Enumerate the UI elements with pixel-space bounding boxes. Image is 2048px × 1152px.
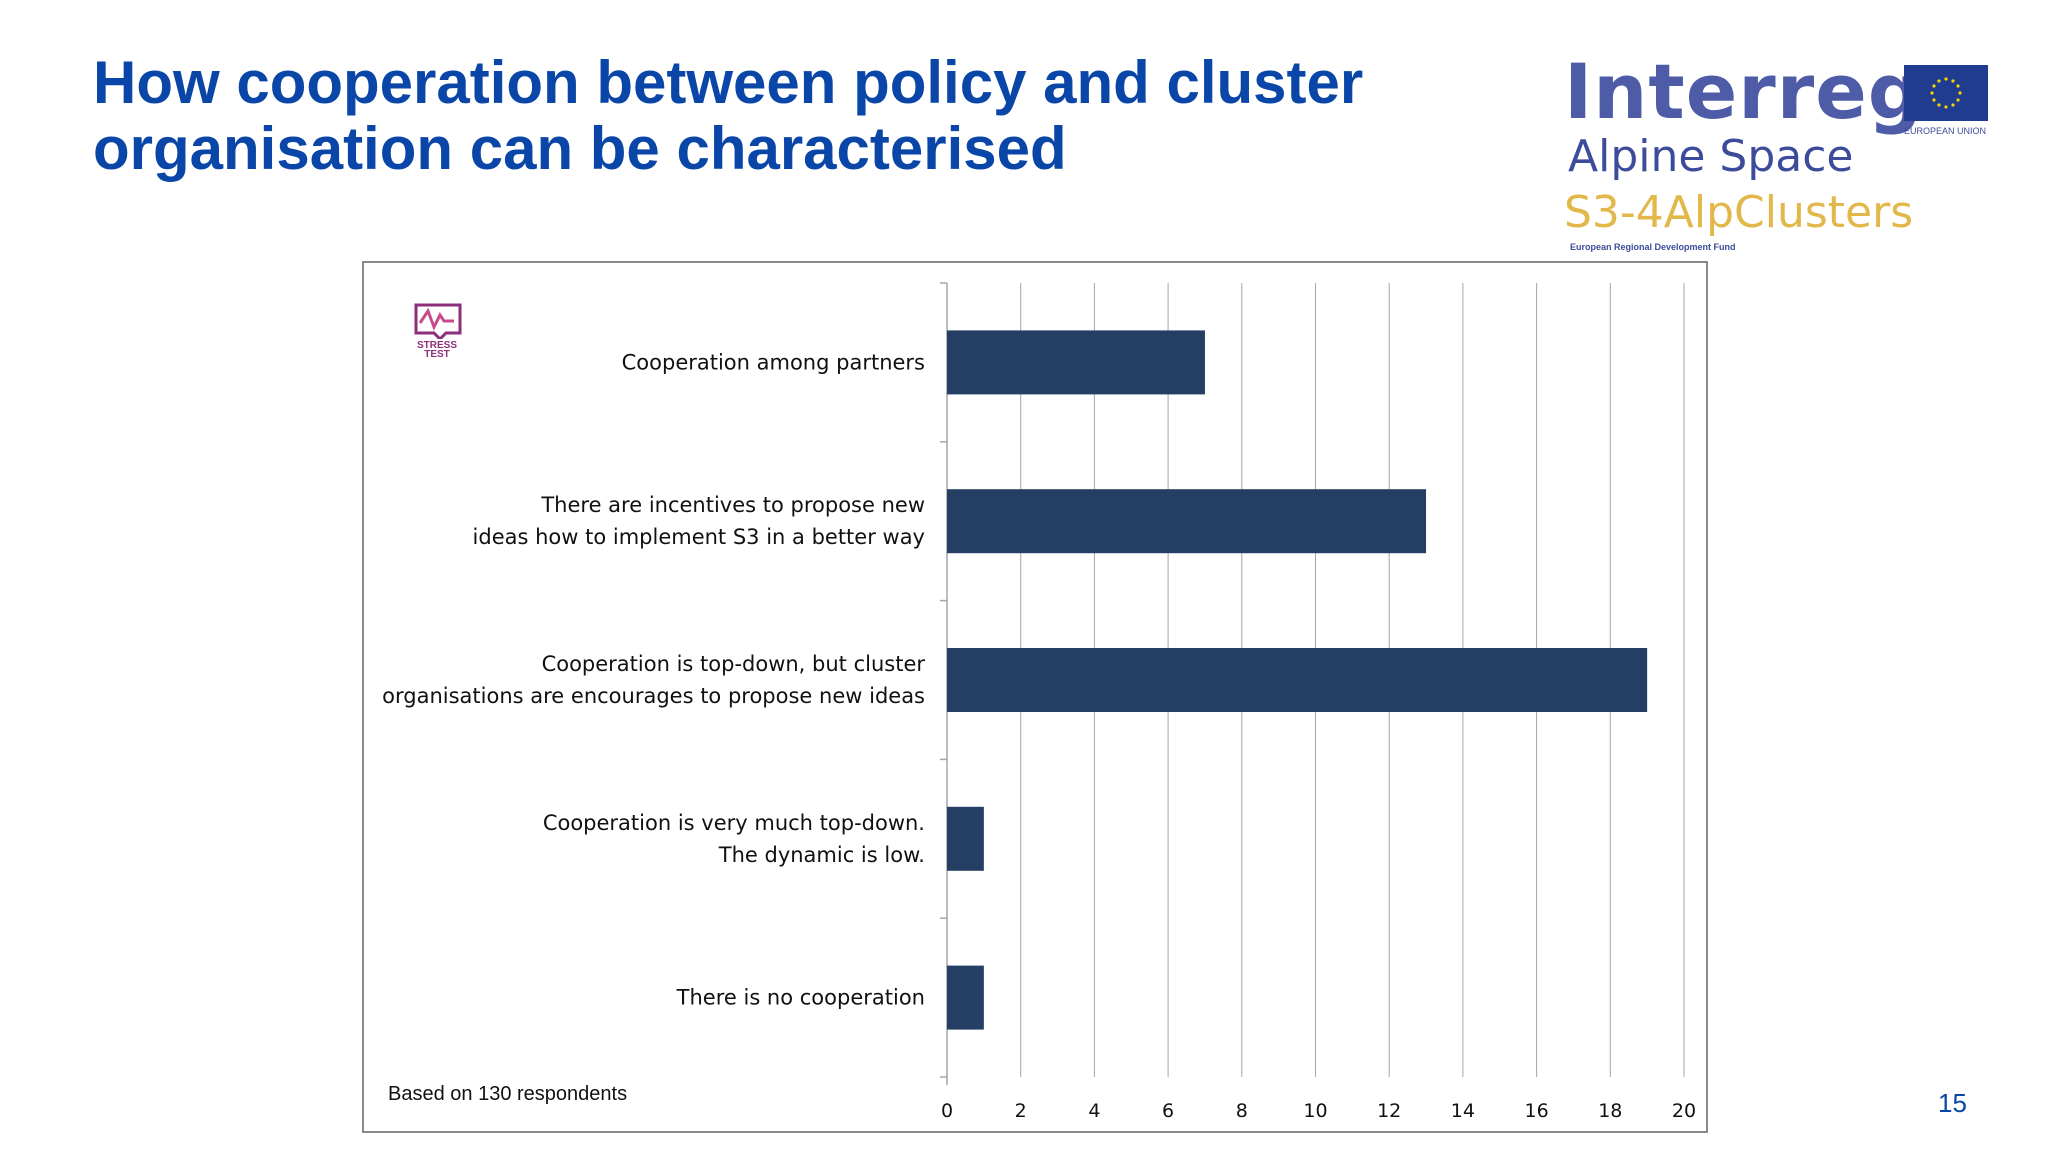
bar: [947, 489, 1427, 554]
project-wordmark: S3-4AlpClusters: [1564, 187, 1914, 238]
x-tick-label: 14: [1451, 1100, 1475, 1122]
category-label: organisations are encourages to propose …: [382, 684, 925, 708]
eu-label: EUROPEAN UNION: [1904, 126, 1987, 136]
category-label: ideas how to implement S3 in a better wa…: [473, 525, 925, 549]
category-label: Cooperation is very much top-down.: [543, 811, 925, 835]
interreg-wordmark: Interreg: [1564, 47, 1924, 136]
x-tick-label: 16: [1525, 1100, 1549, 1122]
eu-flag-icon: [1904, 65, 1988, 121]
interreg-logo: Interreg Alpine Space S3-4AlpClusters Eu…: [1556, 47, 2016, 265]
slide-title: How cooperation between policy and clust…: [93, 49, 1364, 182]
respondents-note: Based on 130 respondents: [388, 1083, 628, 1105]
stress-test-logo: STRESS TEST: [408, 299, 466, 363]
bar: [947, 648, 1648, 712]
x-tick-label: 2: [1015, 1100, 1027, 1122]
x-tick-label: 18: [1598, 1100, 1622, 1122]
fund-label: European Regional Development Fund: [1570, 242, 1736, 252]
category-label: There are incentives to propose new: [540, 493, 925, 517]
category-label: There is no cooperation: [676, 986, 925, 1010]
x-tick-label: 20: [1672, 1100, 1696, 1122]
chart-frame: STRESS TEST 0 2 4 6 8 10 12 14 16 18 20 Cooperation…: [362, 261, 1708, 1133]
x-tick-label: 6: [1162, 1100, 1174, 1122]
bar: [947, 965, 984, 1030]
category-label: Cooperation is top-down, but cluster: [542, 652, 926, 676]
bar: [947, 330, 1205, 395]
bar-chart: 0 2 4 6 8 10 12 14 16 18 20 Cooperation among partn…: [382, 282, 1696, 1122]
page-number: 15: [1938, 1088, 1967, 1118]
bar: [947, 806, 984, 871]
x-tick-label: 4: [1088, 1100, 1100, 1122]
x-tick-label: 12: [1377, 1100, 1401, 1122]
x-tick-label: 10: [1303, 1100, 1327, 1122]
stress-test-label: STRESS TEST: [416, 340, 457, 360]
category-label: The dynamic is low.: [718, 843, 925, 867]
category-label: Cooperation among partners: [622, 350, 925, 374]
alpine-space-wordmark: Alpine Space: [1568, 131, 1854, 182]
x-tick-label: 8: [1236, 1100, 1248, 1122]
stress-test-icon: [414, 303, 462, 339]
x-tick-label: 0: [941, 1100, 953, 1122]
